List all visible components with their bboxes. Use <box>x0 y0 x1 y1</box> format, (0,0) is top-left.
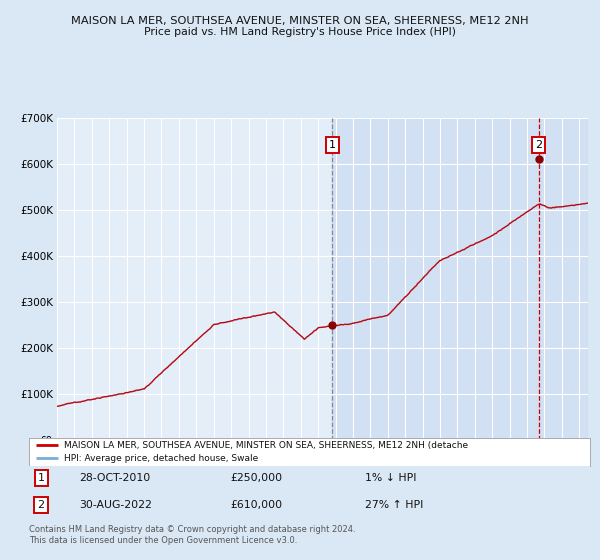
Text: £610,000: £610,000 <box>231 500 283 510</box>
Text: Contains HM Land Registry data © Crown copyright and database right 2024.
This d: Contains HM Land Registry data © Crown c… <box>29 525 355 545</box>
Text: HPI: Average price, detached house, Swale: HPI: Average price, detached house, Swal… <box>64 454 258 463</box>
Text: MAISON LA MER, SOUTHSEA AVENUE, MINSTER ON SEA, SHEERNESS, ME12 2NH (detache: MAISON LA MER, SOUTHSEA AVENUE, MINSTER … <box>64 441 468 450</box>
Text: 27% ↑ HPI: 27% ↑ HPI <box>365 500 424 510</box>
Text: £250,000: £250,000 <box>231 473 283 483</box>
Text: Price paid vs. HM Land Registry's House Price Index (HPI): Price paid vs. HM Land Registry's House … <box>144 27 456 37</box>
Text: 28-OCT-2010: 28-OCT-2010 <box>79 473 151 483</box>
Text: 1% ↓ HPI: 1% ↓ HPI <box>365 473 417 483</box>
Text: 2: 2 <box>38 500 45 510</box>
Text: 1: 1 <box>38 473 44 483</box>
Text: MAISON LA MER, SOUTHSEA AVENUE, MINSTER ON SEA, SHEERNESS, ME12 2NH: MAISON LA MER, SOUTHSEA AVENUE, MINSTER … <box>71 16 529 26</box>
Text: 1: 1 <box>329 140 336 150</box>
Bar <box>332 118 588 440</box>
Text: 2: 2 <box>535 140 542 150</box>
Text: 30-AUG-2022: 30-AUG-2022 <box>79 500 152 510</box>
